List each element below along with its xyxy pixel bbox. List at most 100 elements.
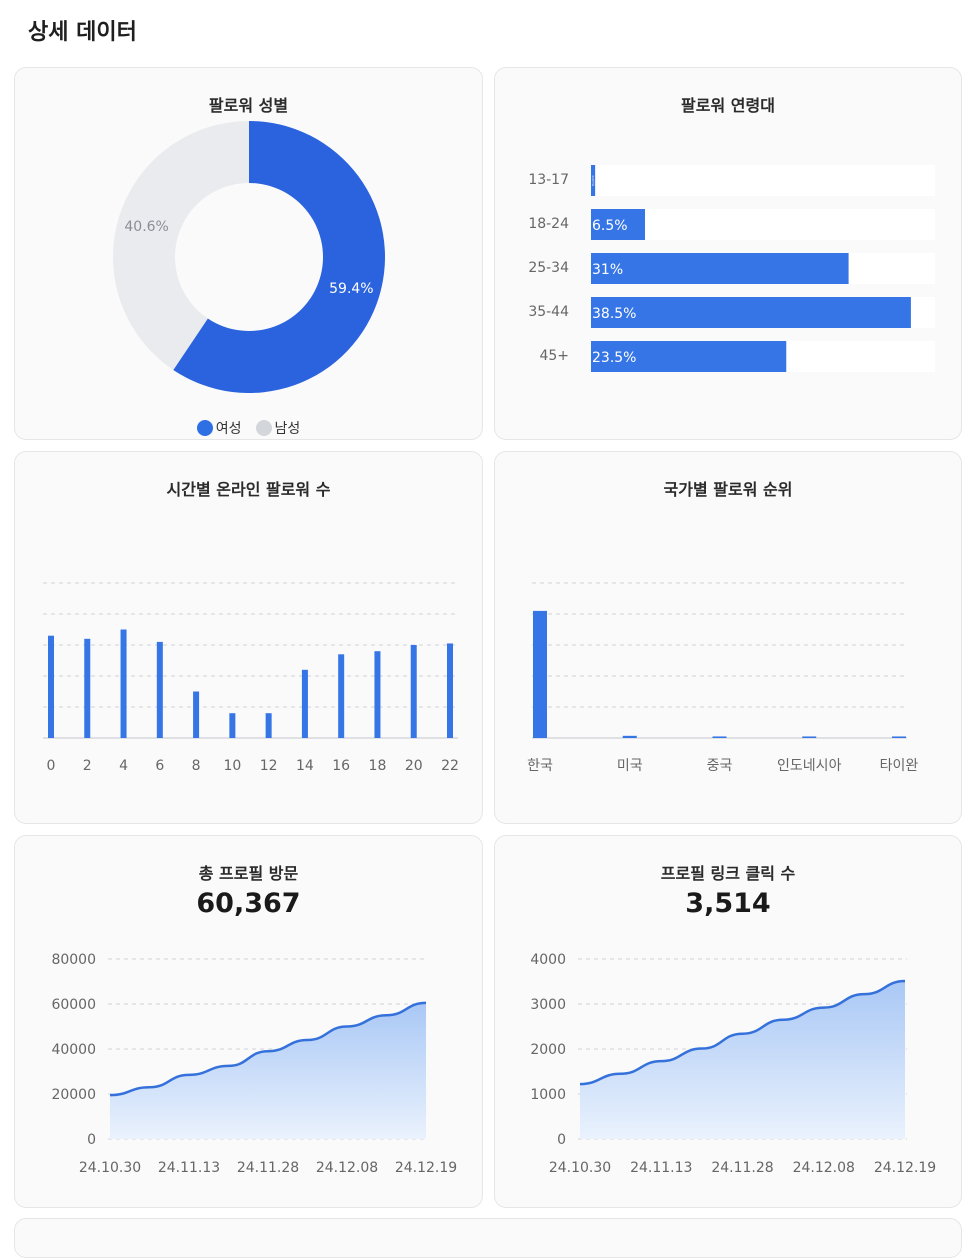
visits-chart-title: 총 프로필 방문 (198, 864, 299, 883)
x-tick-label-7: 14 (296, 758, 314, 774)
x-tick-label-3: 6 (155, 758, 164, 774)
age-data-label-2: 31% (592, 262, 623, 278)
gender-chart-title: 팔로워 성별 (208, 96, 289, 115)
clicks-chart-title: 프로필 링크 클릭 수 (660, 864, 796, 883)
x-tick-label-2: 24.11.28 (711, 1160, 773, 1176)
bar-9 (374, 651, 381, 738)
x-tick-label-9: 18 (369, 758, 387, 774)
legend-swatch-female (196, 420, 213, 436)
x-tick-label-3: 인도네시아 (777, 758, 842, 774)
age-tick-label-3: 35-44 (528, 304, 569, 320)
x-tick-label-0: 0 (47, 758, 56, 774)
age-tick-label-2: 25-34 (528, 260, 569, 276)
x-tick-label-10: 20 (405, 758, 423, 774)
y-tick-label-1: 1000 (530, 1087, 566, 1103)
x-tick-label-4: 타이완 (880, 758, 919, 774)
hourly-chart-title: 시간별 온라인 팔로워 수 (166, 480, 331, 499)
x-tick-label-0: 한국 (527, 758, 553, 774)
y-tick-label-2: 2000 (530, 1042, 566, 1058)
y-tick-label-2: 40000 (51, 1042, 96, 1058)
age-bar-track-1 (591, 209, 935, 240)
age-data-label-4: 23.5% (592, 350, 636, 366)
bar-4 (193, 691, 200, 738)
bar-3 (802, 736, 817, 738)
bar-1 (84, 638, 91, 738)
gender-card: 팔로워 성별 59.4% 40.6% 여성 남성 (14, 67, 483, 440)
age-bar-4 (591, 341, 787, 372)
age-bar-chart: 13-17 0.5% 18-24 6.5% 25-34 31% 35-44 38.5% 45+ 2… (528, 165, 935, 372)
visits-area-chart: 0 20000 40000 60000 80000 24.10.30 24.11.13 24.… (51, 952, 457, 1176)
y-tick-label-1: 20000 (51, 1087, 96, 1103)
bar-6 (265, 713, 272, 738)
clicks-card: 프로필 링크 클릭 수 3,514 0 1000 2000 3000 4000 24.10… (494, 835, 962, 1208)
bar-1 (622, 735, 637, 738)
hourly-bar-chart: 0 2 4 6 8 10 12 14 16 18 20 22 (43, 582, 459, 774)
age-bar-0 (591, 165, 596, 196)
bar-7 (301, 669, 308, 738)
x-tick-label-0: 24.10.30 (549, 1160, 611, 1176)
age-data-label-1: 6.5% (592, 218, 628, 234)
bar-0 (48, 635, 54, 738)
age-card: 팔로워 연령대 13-17 0.5% 18-24 6.5% 25-34 31% 35-44 3… (494, 67, 962, 440)
legend-label-female: 여성 (215, 421, 242, 437)
x-tick-label-11: 22 (441, 758, 459, 774)
x-tick-label-3: 24.12.08 (793, 1160, 855, 1176)
donut-slice-0 (173, 121, 386, 393)
x-tick-label-0: 24.10.30 (79, 1160, 141, 1176)
x-tick-label-6: 12 (260, 758, 278, 774)
x-tick-label-2: 4 (119, 758, 128, 774)
donut-label-0: 59.4% (329, 281, 373, 297)
area-line (109, 1001, 427, 1097)
age-bar-3 (591, 297, 911, 328)
visits-card: 총 프로필 방문 60,367 0 20000 40000 60000 80000 24.… (14, 835, 483, 1208)
area-line (579, 979, 906, 1086)
bar-4 (892, 736, 906, 738)
bar-2 (712, 736, 727, 738)
hourly-card: 시간별 온라인 팔로워 수 0 2 4 6 8 10 12 14 16 18 20 22 (14, 451, 483, 824)
country-chart-title: 국가별 팔로워 순위 (663, 480, 793, 499)
bar-5 (229, 713, 236, 738)
x-tick-label-4: 24.12.19 (395, 1160, 457, 1176)
x-tick-label-2: 중국 (707, 758, 733, 774)
age-tick-label-1: 18-24 (528, 216, 569, 232)
clicks-total: 3,514 (685, 888, 771, 919)
y-tick-label-3: 3000 (530, 997, 566, 1013)
bar-10 (410, 645, 417, 738)
x-tick-label-1: 24.11.13 (630, 1160, 692, 1176)
age-bar-1 (591, 209, 646, 240)
legend-item-female[interactable]: 여성 (196, 418, 242, 438)
donut-slice-1 (113, 121, 249, 370)
age-bar-2 (591, 253, 849, 284)
y-tick-label-3: 60000 (51, 997, 96, 1013)
x-tick-label-1: 2 (83, 758, 92, 774)
y-tick-label-4: 4000 (530, 952, 566, 968)
x-tick-label-2: 24.11.28 (237, 1160, 299, 1176)
bar-3 (156, 641, 163, 738)
bar-8 (338, 654, 345, 738)
next-card-partial (14, 1218, 962, 1258)
y-tick-label-0: 0 (87, 1132, 96, 1148)
y-tick-label-0: 0 (557, 1132, 566, 1148)
visits-total: 60,367 (196, 888, 301, 919)
page-title: 상세 데이터 (28, 20, 137, 45)
age-data-label-3: 38.5% (592, 306, 636, 322)
y-tick-label-4: 80000 (51, 952, 96, 968)
gender-donut-chart: 59.4% 40.6% (113, 121, 386, 393)
age-tick-label-4: 45+ (539, 348, 569, 364)
country-card: 국가별 팔로워 순위 한국 미국 중국 인도네시아 타이완 (494, 451, 962, 824)
legend-item-male[interactable]: 남성 (255, 418, 301, 438)
legend-label-male: 남성 (274, 421, 301, 437)
bar-0 (533, 610, 547, 738)
area-fill (580, 981, 905, 1139)
donut-label-1: 40.6% (124, 219, 168, 235)
x-tick-label-4: 8 (192, 758, 201, 774)
country-bar-chart: 한국 미국 중국 인도네시아 타이완 (527, 582, 919, 774)
legend-swatch-male (255, 420, 272, 436)
age-tick-label-0: 13-17 (528, 172, 569, 188)
age-chart-title: 팔로워 연령대 (681, 96, 775, 115)
clicks-area-chart: 0 1000 2000 3000 4000 24.10.30 24.11.13 24.11.2… (530, 952, 936, 1176)
x-tick-label-1: 미국 (617, 758, 643, 774)
bar-11 (447, 643, 453, 738)
x-tick-label-8: 16 (332, 758, 350, 774)
gender-legend: 여성 남성 (15, 418, 482, 438)
